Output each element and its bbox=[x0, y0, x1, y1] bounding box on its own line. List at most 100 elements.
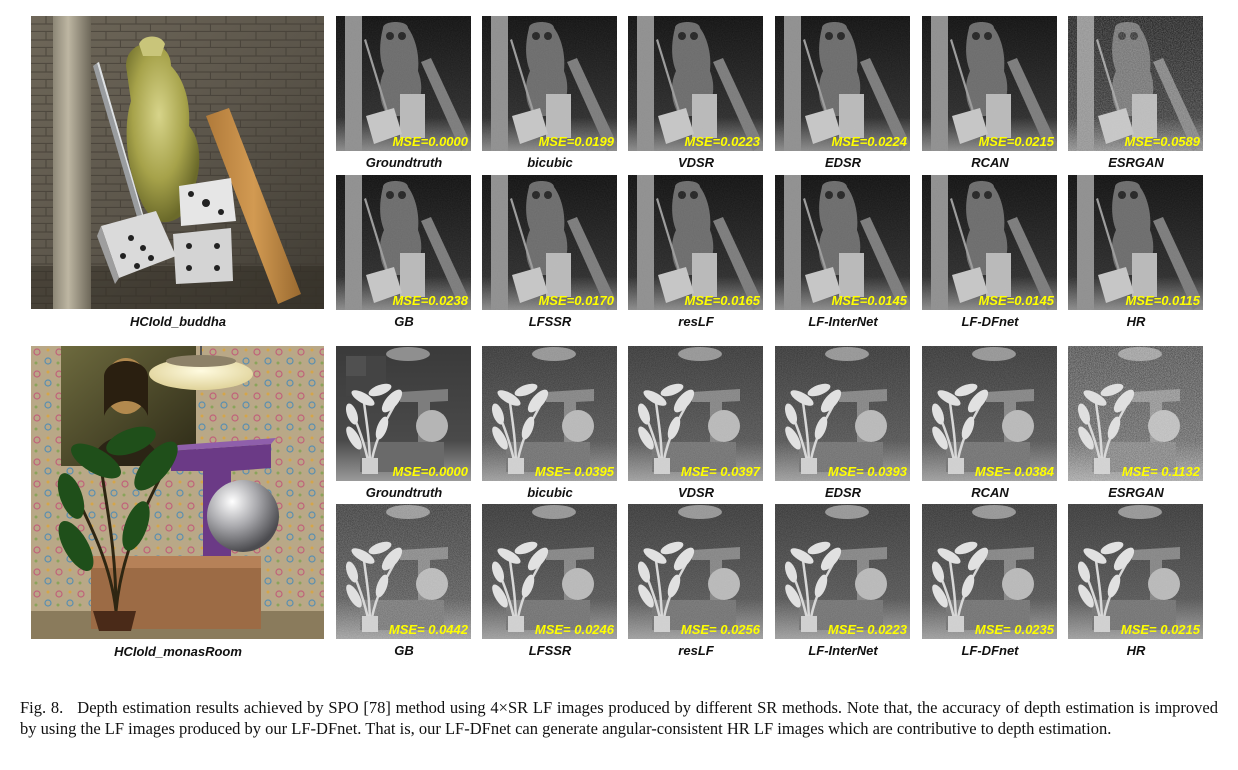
method-label: EDSR bbox=[824, 485, 862, 500]
depth-map-image bbox=[1068, 504, 1203, 639]
depth-map-tile: MSE=0.0000 bbox=[336, 16, 471, 151]
caption-text: Depth estimation results achieved by SPO… bbox=[20, 698, 1218, 738]
mse-value: MSE= 0.0235 bbox=[974, 622, 1054, 637]
depth-map-tile: MSE= 0.0395 bbox=[482, 346, 617, 481]
mse-value: MSE=0.0238 bbox=[392, 293, 468, 308]
depth-map-tile: MSE=0.0223 bbox=[628, 16, 763, 151]
depth-map-tile: MSE= 0.0246 bbox=[482, 504, 617, 639]
scene-label: HCIold_buddha bbox=[129, 314, 227, 329]
method-label: LF-InterNet bbox=[808, 643, 878, 658]
scene-image-monasroom bbox=[31, 346, 324, 639]
depth-map-image bbox=[336, 504, 471, 639]
depth-map-image bbox=[922, 175, 1057, 310]
depth-map-tile: MSE= 0.0393 bbox=[775, 346, 910, 481]
mse-value: MSE=0.0000 bbox=[392, 134, 468, 149]
depth-map-image bbox=[482, 504, 617, 639]
depth-map-image bbox=[775, 16, 910, 151]
depth-map-image bbox=[482, 346, 617, 481]
mse-value: MSE= 0.0393 bbox=[827, 464, 907, 479]
method-label: Groundtruth bbox=[365, 155, 443, 170]
mse-value: MSE=0.0145 bbox=[831, 293, 907, 308]
depth-map-image bbox=[1068, 175, 1203, 310]
depth-map-image bbox=[1068, 16, 1203, 151]
depth-map-tile: MSE=0.0224 bbox=[775, 16, 910, 151]
method-label: bicubic bbox=[527, 485, 573, 500]
depth-map-tile: MSE=0.0199 bbox=[482, 16, 617, 151]
depth-map-image bbox=[628, 346, 763, 481]
depth-map-image bbox=[336, 346, 471, 481]
depth-map-image bbox=[628, 16, 763, 151]
mse-value: MSE= 0.0215 bbox=[1120, 622, 1200, 637]
method-label: HR bbox=[1126, 314, 1146, 329]
mse-value: MSE=0.0199 bbox=[538, 134, 614, 149]
depth-map-tile: MSE=0.0145 bbox=[775, 175, 910, 310]
mse-value: MSE= 0.0395 bbox=[534, 464, 614, 479]
mse-value: MSE= 0.0397 bbox=[680, 464, 760, 479]
method-label: LF-DFnet bbox=[961, 643, 1019, 658]
depth-map-tile: MSE=0.0145 bbox=[922, 175, 1057, 310]
depth-map-image bbox=[775, 346, 910, 481]
method-label: EDSR bbox=[824, 155, 862, 170]
depth-map-tile: MSE= 0.0442 bbox=[336, 504, 471, 639]
depth-map-image bbox=[482, 16, 617, 151]
method-label: HR bbox=[1126, 643, 1146, 658]
mse-value: MSE=0.0215 bbox=[978, 134, 1054, 149]
mse-value: MSE=0.0170 bbox=[538, 293, 614, 308]
depth-map-tile: MSE=0.0000 bbox=[336, 346, 471, 481]
depth-map-tile: MSE= 0.0397 bbox=[628, 346, 763, 481]
depth-map-tile: MSE=0.0170 bbox=[482, 175, 617, 310]
depth-map-tile: MSE= 0.0384 bbox=[922, 346, 1057, 481]
depth-map-tile: MSE=0.0589 bbox=[1068, 16, 1203, 151]
method-label: resLF bbox=[678, 314, 714, 329]
depth-map-tile: MSE=0.0115 bbox=[1068, 175, 1203, 310]
mse-value: MSE= 0.0223 bbox=[827, 622, 907, 637]
method-label: VDSR bbox=[677, 155, 715, 170]
scene-image-buddha bbox=[31, 16, 324, 309]
method-label: ESRGAN bbox=[1108, 485, 1164, 500]
method-label: resLF bbox=[678, 643, 714, 658]
depth-map-tile: MSE=0.0238 bbox=[336, 175, 471, 310]
scene-label: HCIold_monasRoom bbox=[114, 644, 242, 659]
method-label: bicubic bbox=[527, 155, 573, 170]
depth-map-image bbox=[482, 175, 617, 310]
method-label: VDSR bbox=[677, 485, 715, 500]
method-label: GB bbox=[394, 643, 414, 658]
depth-map-tile: MSE=0.0215 bbox=[922, 16, 1057, 151]
depth-map-tile: MSE= 0.0235 bbox=[922, 504, 1057, 639]
depth-map-tile: MSE=0.0165 bbox=[628, 175, 763, 310]
caption-label: Fig. 8. bbox=[20, 698, 64, 717]
mse-value: MSE=0.0115 bbox=[1125, 293, 1200, 308]
depth-map-image bbox=[775, 504, 910, 639]
method-label: RCAN bbox=[971, 155, 1009, 170]
depth-map-image bbox=[922, 504, 1057, 639]
mse-value: MSE= 0.1132 bbox=[1121, 464, 1200, 479]
mse-value: MSE=0.0224 bbox=[831, 134, 907, 149]
mse-value: MSE=0.0165 bbox=[684, 293, 760, 308]
method-label: LF-DFnet bbox=[961, 314, 1019, 329]
depth-map-tile: MSE= 0.0223 bbox=[775, 504, 910, 639]
depth-map-image bbox=[922, 16, 1057, 151]
mse-value: MSE= 0.0442 bbox=[388, 622, 468, 637]
mse-value: MSE=0.0145 bbox=[978, 293, 1054, 308]
mse-value: MSE=0.0000 bbox=[392, 464, 468, 479]
depth-map-image bbox=[775, 175, 910, 310]
mse-value: MSE=0.0589 bbox=[1124, 134, 1200, 149]
method-label: GB bbox=[394, 314, 414, 329]
method-label: LFSSR bbox=[528, 643, 572, 658]
mse-value: MSE= 0.0256 bbox=[680, 622, 760, 637]
depth-map-image bbox=[336, 175, 471, 310]
method-label: LFSSR bbox=[528, 314, 572, 329]
depth-map-image bbox=[628, 504, 763, 639]
mse-value: MSE=0.0223 bbox=[684, 134, 760, 149]
method-label: LF-InterNet bbox=[808, 314, 878, 329]
method-label: RCAN bbox=[971, 485, 1009, 500]
method-label: ESRGAN bbox=[1108, 155, 1164, 170]
depth-map-image bbox=[336, 16, 471, 151]
depth-map-image bbox=[628, 175, 763, 310]
figure-caption: Fig. 8. Depth estimation results achieved… bbox=[20, 697, 1218, 739]
depth-map-tile: MSE= 0.0215 bbox=[1068, 504, 1203, 639]
depth-map-image bbox=[1068, 346, 1203, 481]
depth-map-image bbox=[922, 346, 1057, 481]
depth-map-tile: MSE= 0.1132 bbox=[1068, 346, 1203, 481]
mse-value: MSE= 0.0384 bbox=[974, 464, 1054, 479]
